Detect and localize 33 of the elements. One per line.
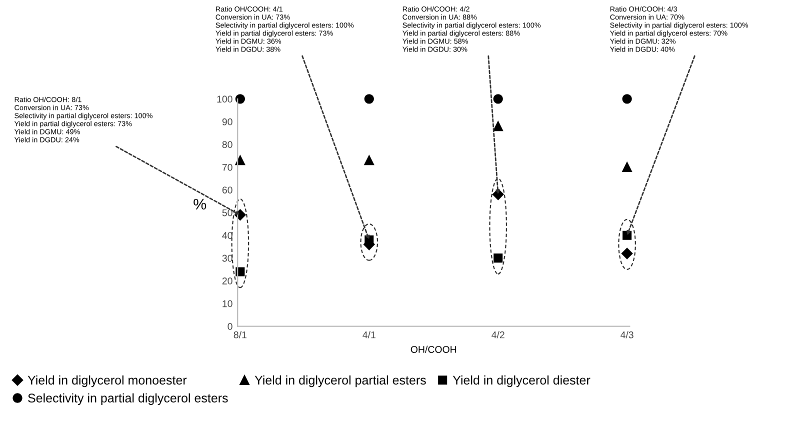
y-tick-label: 50 (222, 209, 232, 216)
point (364, 94, 374, 104)
point (235, 94, 246, 104)
y-tick-label: 10 (222, 300, 232, 308)
x-tick-label: 4/2 (492, 331, 504, 338)
y-tick-label: 90 (222, 118, 232, 126)
point (621, 248, 633, 260)
point (493, 121, 503, 132)
point (235, 155, 246, 166)
x-tick-label: 4/3 (620, 331, 634, 338)
point (493, 94, 503, 104)
point (494, 254, 503, 263)
y-tick-label: 20 (222, 278, 232, 284)
point (236, 267, 245, 276)
point (234, 209, 246, 220)
x-axis-title: OH/COOH (410, 346, 456, 353)
legend-label: Yield in diglycerol diester (452, 375, 590, 388)
legend-label: Selectivity in partial diglycerol esters (28, 393, 228, 405)
point (364, 155, 374, 166)
y-axis-title: % (194, 198, 206, 210)
y-tick-label: 40 (222, 232, 232, 239)
y-tick-label: 80 (222, 141, 232, 148)
y-tick-label: 70 (222, 164, 232, 171)
x-tick-label: 8/1 (234, 331, 246, 338)
y-tick-label: 0 (228, 323, 232, 330)
legend-label: Yield in diglycerol monoester (28, 375, 187, 388)
x-tick-label: 4/1 (362, 331, 376, 338)
point (622, 94, 632, 104)
point (622, 162, 632, 172)
y-tick-label: 100 (217, 96, 232, 103)
y-tick-label: 60 (222, 186, 232, 194)
legend-label: Yield in diglycerol partial esters (254, 375, 426, 388)
y-tick-label: 30 (222, 254, 232, 262)
